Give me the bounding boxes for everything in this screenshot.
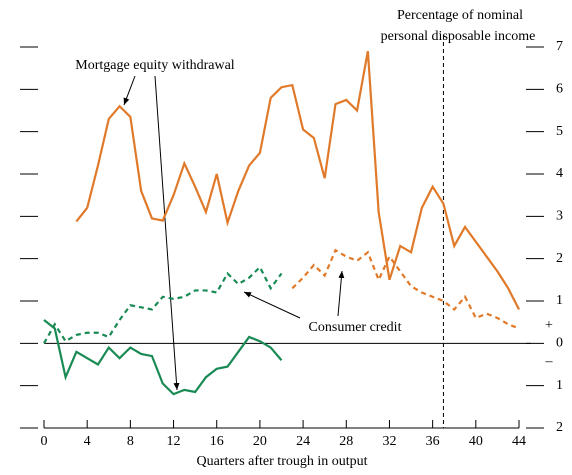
axis-title: Percentage of nominal xyxy=(397,8,523,23)
annotation: Mortgage equity withdrawal xyxy=(75,58,235,73)
x-tick-label: 16 xyxy=(210,434,224,449)
y-tick-label: 1 xyxy=(556,293,563,308)
arrow xyxy=(154,75,180,391)
axis-title: personal disposable income xyxy=(381,29,536,44)
annotation: + xyxy=(545,318,553,333)
data-line xyxy=(43,265,283,344)
y-tick-label: 7 xyxy=(556,39,563,54)
x-tick-label: 36 xyxy=(426,434,440,449)
x-tick-label: 8 xyxy=(127,434,134,449)
x-tick-label: 0 xyxy=(41,434,48,449)
y-tick-label: 5 xyxy=(556,124,563,139)
arrow xyxy=(337,270,345,317)
y-tick-label: 1 xyxy=(556,378,563,393)
y-tick-label: 2 xyxy=(556,420,563,435)
data-line xyxy=(75,51,520,310)
y-tick-label: 2 xyxy=(556,251,563,266)
data-line xyxy=(43,319,283,396)
x-tick-label: 44 xyxy=(512,434,526,449)
y-tick-label: 6 xyxy=(556,82,563,97)
arrows xyxy=(123,75,345,391)
x-tick-label: 32 xyxy=(382,434,396,449)
x-tick-label: 40 xyxy=(469,434,483,449)
data-line xyxy=(291,248,520,330)
y-tick-label: 3 xyxy=(556,209,563,224)
x-tick-label: 24 xyxy=(296,434,310,449)
arrow xyxy=(123,75,136,106)
x-tick-label: 4 xyxy=(84,434,91,449)
x-tick-label: 12 xyxy=(167,434,181,449)
x-tick-label: 20 xyxy=(253,434,267,449)
arrow xyxy=(243,291,301,319)
x-tick-label: 28 xyxy=(339,434,353,449)
y-tick-label: 0 xyxy=(556,336,563,351)
x-axis-title: Quarters after trough in output xyxy=(196,454,367,469)
annotation: – xyxy=(545,354,554,369)
annotation: Consumer credit xyxy=(309,320,402,335)
y-tick-label: 4 xyxy=(556,166,563,181)
